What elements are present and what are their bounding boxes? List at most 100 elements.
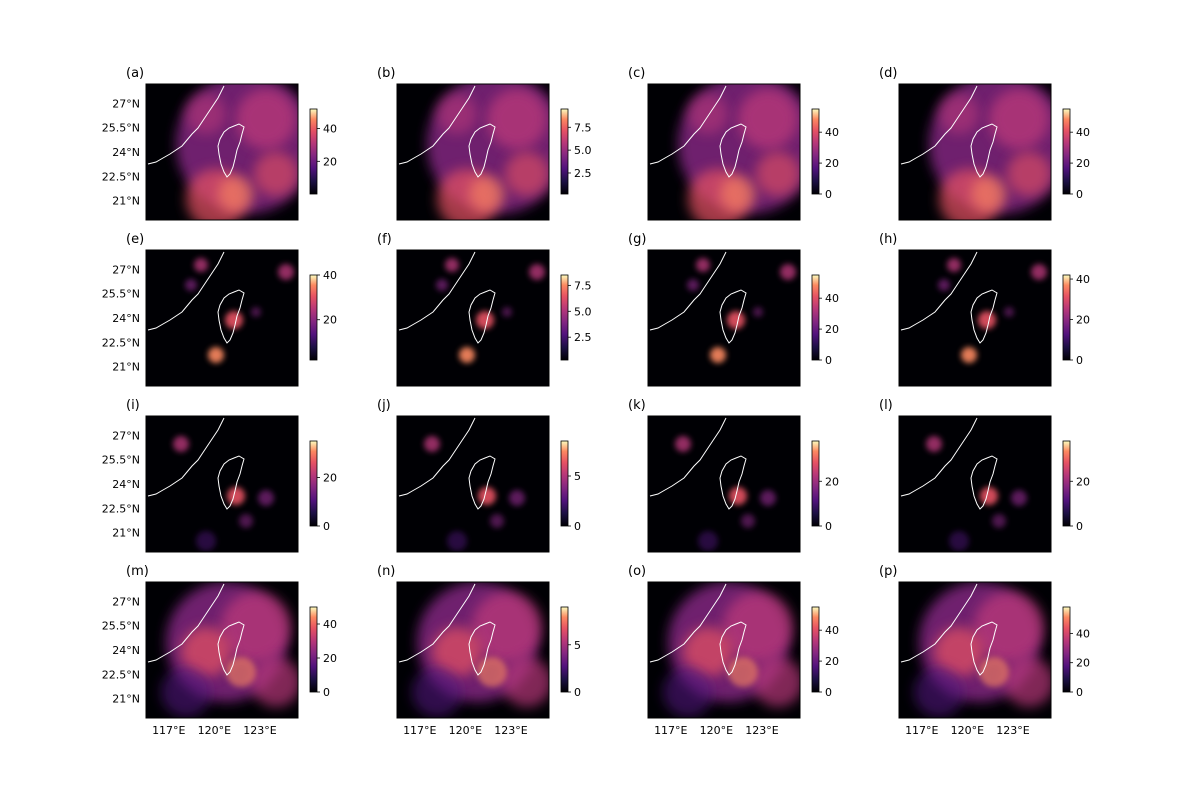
heatmap-cell [478, 487, 496, 505]
colorbar-tick-label: 40 [323, 269, 337, 282]
panel-label: (g) [628, 232, 646, 247]
taiwan-outline [468, 455, 496, 510]
lat-tick-label: 27°N [112, 97, 140, 110]
colorbar-tick-label: 0 [825, 520, 832, 533]
heatmap-background [648, 250, 800, 386]
china-coastline [649, 85, 727, 165]
heatmap-cell [696, 258, 710, 272]
heatmap-cell [947, 258, 961, 272]
map-panel: (i) 27°N 25.5°N 24°N 22.5°N 21°N 0 20 [102, 398, 337, 553]
colorbar-tick-label: 20 [323, 155, 337, 168]
lon-tick-label: 120°E [700, 724, 733, 737]
heatmap-cell [459, 347, 475, 363]
heatmap-cell [1004, 307, 1014, 317]
panel-label: (c) [628, 66, 645, 81]
colorbar-tick-label: 20 [1076, 657, 1090, 670]
heatmap-cell [683, 627, 733, 677]
colorbar [811, 440, 820, 527]
colorbar-tick-label: 20 [1076, 157, 1090, 170]
heatmap-cell [445, 258, 459, 272]
taiwan-outline [970, 289, 998, 344]
heatmap-field [687, 258, 796, 363]
china-coastline [147, 251, 225, 331]
heatmap-cell [980, 487, 998, 505]
panel-frame [145, 415, 299, 553]
heatmap-cell [978, 311, 996, 329]
heatmap-cell [675, 436, 691, 452]
heatmap-cell [196, 531, 216, 551]
panel-frame [647, 249, 801, 387]
colorbar-tick-label: 5 [574, 639, 581, 652]
taiwan-outline [719, 123, 747, 178]
heatmap-cell [258, 490, 274, 506]
heatmap-cell [961, 347, 977, 363]
colorbar-tick-label: 2.5 [574, 331, 592, 344]
lon-tick-label: 123°E [494, 724, 527, 737]
lat-tick-label: 22.5°N [102, 502, 140, 515]
china-coastline [900, 583, 978, 663]
heatmap-cell [1007, 152, 1051, 196]
lat-tick-label: 25.5°N [102, 288, 140, 301]
taiwan-outline [468, 621, 496, 676]
heatmap-cell [173, 436, 189, 452]
heatmap-cell [476, 311, 494, 329]
heatmap-cell [502, 657, 549, 707]
colorbar [1062, 108, 1071, 195]
china-coastline [147, 85, 225, 165]
heatmap-cell [505, 152, 549, 196]
heatmap-cell [723, 592, 793, 662]
colorbar-tick-label: 5.0 [574, 144, 592, 157]
heatmap-cell [469, 176, 505, 212]
heatmap-field [185, 258, 294, 363]
panel-label: (m) [126, 564, 149, 579]
heatmap-cell [218, 176, 254, 212]
lon-tick-label: 117°E [152, 724, 185, 737]
taiwan-outline [719, 621, 747, 676]
heatmap-cell [738, 89, 798, 149]
heatmap-cell [502, 307, 512, 317]
map-panel: (g) 0 20 40 [628, 232, 839, 387]
panel-label: (a) [126, 66, 144, 81]
heatmap-cell [278, 264, 294, 280]
colorbar-tick-label: 0 [574, 686, 581, 699]
colorbar [309, 108, 318, 195]
heatmap-cell [161, 667, 211, 717]
heatmap-cell [225, 311, 243, 329]
heatmap-cell [926, 436, 942, 452]
panel-label: (p) [879, 564, 897, 579]
heatmap-cell [753, 657, 800, 707]
china-coastline [900, 417, 978, 497]
lat-tick-label: 24°N [112, 312, 140, 325]
heatmap-background [397, 250, 549, 386]
panel-frame [145, 249, 299, 387]
heatmap-field [412, 582, 549, 717]
heatmap-cell [760, 490, 776, 506]
heatmap-cell [208, 347, 224, 363]
heatmap-cell [236, 89, 296, 149]
lon-tick-label: 117°E [654, 724, 687, 737]
heatmap-cell [971, 176, 1007, 212]
china-coastline [649, 251, 727, 331]
panel-frame [898, 581, 1052, 719]
lon-tick-label: 123°E [745, 724, 778, 737]
lat-tick-label: 21°N [112, 527, 140, 540]
lat-tick-label: 21°N [112, 195, 140, 208]
heatmap-field [173, 436, 274, 551]
heatmap-cell [727, 311, 745, 329]
china-coastline [398, 85, 476, 165]
map-panel: (h) 0 20 40 [879, 232, 1090, 387]
lon-tick-label: 123°E [243, 724, 276, 737]
panel-frame [145, 581, 299, 719]
lon-tick-label: 117°E [403, 724, 436, 737]
taiwan-outline [719, 289, 747, 344]
heatmap-field [938, 258, 1047, 363]
taiwan-outline [970, 123, 998, 178]
china-coastline [398, 417, 476, 497]
lon-tick-label: 123°E [996, 724, 1029, 737]
colorbar [309, 606, 318, 693]
taiwan-outline [217, 455, 245, 510]
heatmap-cell [688, 94, 728, 134]
taiwan-outline [719, 455, 747, 510]
heatmap-cell [436, 279, 448, 291]
